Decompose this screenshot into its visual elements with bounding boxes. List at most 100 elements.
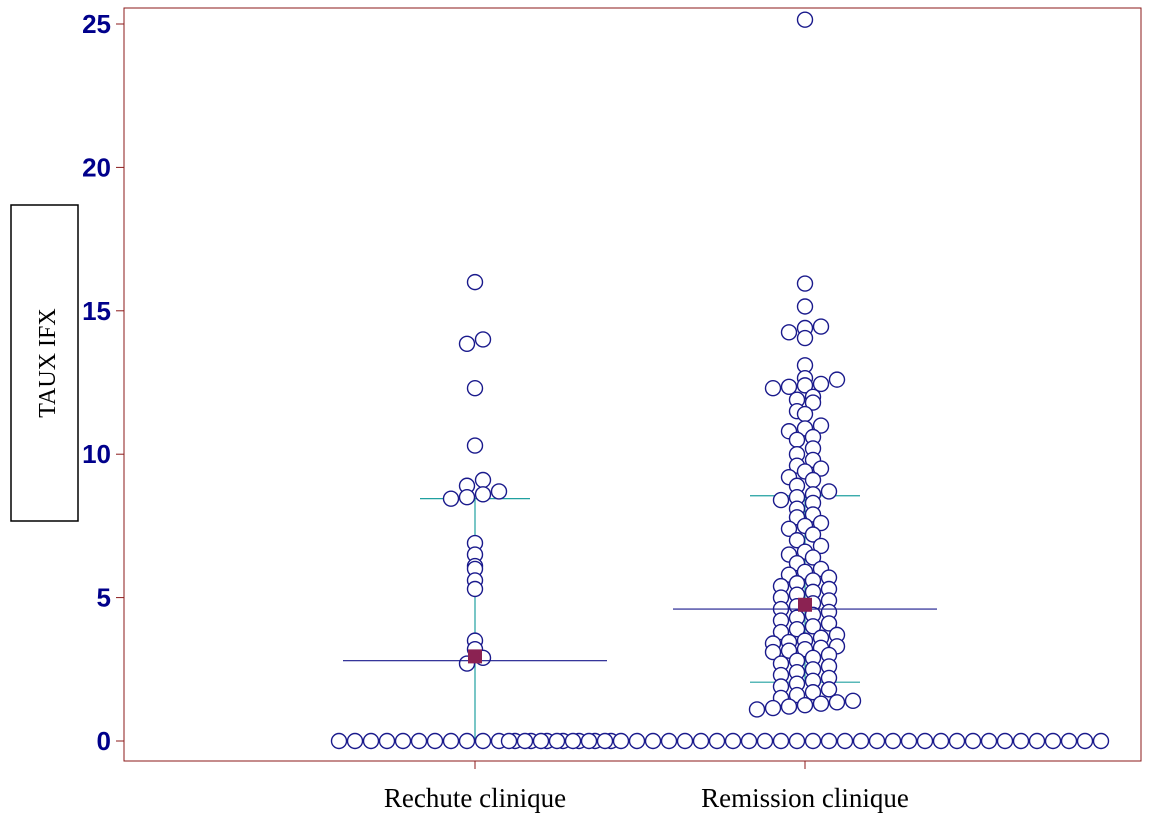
data-point bbox=[868, 732, 886, 750]
data-point bbox=[804, 684, 822, 701]
data-point bbox=[996, 732, 1014, 750]
data-point bbox=[812, 460, 830, 477]
data-point bbox=[346, 732, 364, 750]
data-point bbox=[660, 732, 678, 750]
y-axis-label-box: TAUX IFX bbox=[10, 204, 79, 522]
data-point bbox=[764, 699, 782, 717]
data-point bbox=[796, 377, 814, 394]
data-point bbox=[836, 732, 854, 750]
data-point bbox=[612, 732, 630, 750]
data-point bbox=[932, 732, 950, 750]
data-point bbox=[490, 483, 508, 500]
data-point bbox=[1060, 732, 1078, 750]
data-point bbox=[1076, 732, 1094, 750]
data-point bbox=[828, 371, 846, 388]
data-point bbox=[596, 732, 614, 750]
data-point bbox=[362, 732, 380, 750]
data-point bbox=[458, 489, 476, 506]
data-point bbox=[772, 732, 790, 750]
data-point bbox=[820, 732, 838, 750]
data-point bbox=[458, 335, 476, 352]
data-point bbox=[796, 329, 814, 347]
data-point bbox=[748, 701, 766, 718]
data-point bbox=[804, 526, 822, 543]
data-point bbox=[676, 732, 694, 750]
data-point bbox=[644, 732, 662, 750]
data-point bbox=[788, 532, 806, 549]
data-point bbox=[780, 520, 798, 537]
data-point bbox=[804, 471, 822, 489]
data-point bbox=[780, 698, 798, 715]
data-point bbox=[410, 732, 428, 750]
data-point bbox=[772, 491, 790, 509]
data-point bbox=[796, 696, 814, 714]
mean-marker bbox=[798, 597, 812, 612]
data-point bbox=[916, 732, 934, 750]
data-point bbox=[516, 732, 534, 750]
data-point bbox=[812, 318, 830, 335]
y-tick-label: 25 bbox=[82, 9, 111, 39]
data-point bbox=[884, 732, 902, 750]
data-point bbox=[788, 732, 806, 750]
data-point bbox=[820, 681, 838, 698]
data-point bbox=[708, 732, 726, 750]
series-layer bbox=[330, 11, 1110, 750]
y-tick-label: 15 bbox=[82, 296, 111, 326]
data-point bbox=[1012, 732, 1030, 750]
data-point bbox=[812, 695, 830, 712]
data-point bbox=[378, 732, 396, 750]
data-point bbox=[796, 298, 814, 315]
data-point bbox=[564, 732, 582, 750]
y-tick-label: 0 bbox=[97, 726, 111, 756]
data-point bbox=[828, 694, 846, 711]
data-point bbox=[724, 732, 742, 750]
data-point bbox=[740, 732, 758, 750]
y-tick-label: 5 bbox=[97, 583, 111, 613]
y-axis: 0 5 10 15 20 25 bbox=[82, 9, 124, 756]
data-point bbox=[820, 483, 838, 500]
data-point bbox=[900, 732, 918, 750]
y-tick-label: 10 bbox=[82, 439, 111, 469]
data-point bbox=[852, 732, 870, 750]
data-point bbox=[466, 380, 484, 397]
data-point bbox=[1028, 732, 1046, 750]
y-tick-label: 20 bbox=[82, 152, 111, 182]
data-point bbox=[458, 732, 476, 750]
data-point bbox=[788, 620, 806, 638]
data-point bbox=[532, 732, 550, 750]
data-point bbox=[548, 732, 566, 750]
data-point bbox=[628, 732, 646, 750]
data-point bbox=[796, 11, 814, 28]
data-point bbox=[1044, 732, 1062, 750]
data-point bbox=[812, 537, 830, 555]
data-point bbox=[442, 732, 460, 750]
data-point bbox=[796, 405, 814, 423]
y-axis-label: TAUX IFX bbox=[35, 308, 61, 417]
data-point bbox=[466, 437, 484, 454]
data-point bbox=[948, 732, 966, 750]
data-point bbox=[474, 331, 492, 348]
y-axis-label-frame bbox=[10, 204, 79, 522]
data-point bbox=[812, 514, 830, 532]
data-point bbox=[580, 732, 598, 750]
data-point bbox=[804, 394, 822, 411]
data-point bbox=[1092, 732, 1110, 750]
plot-frame bbox=[123, 7, 1142, 762]
data-point bbox=[692, 732, 710, 750]
data-point bbox=[330, 732, 348, 750]
data-point bbox=[500, 732, 518, 750]
data-point bbox=[394, 732, 412, 750]
data-point bbox=[474, 486, 492, 503]
data-point bbox=[844, 692, 862, 710]
mean-marker bbox=[468, 649, 482, 664]
data-point bbox=[756, 732, 774, 750]
data-point bbox=[442, 490, 460, 507]
data-point bbox=[820, 615, 838, 632]
x-category-label: Remission clinique bbox=[701, 783, 909, 813]
data-point bbox=[980, 732, 998, 750]
data-point bbox=[780, 378, 798, 396]
data-point bbox=[764, 380, 782, 397]
data-point bbox=[804, 732, 822, 750]
data-point bbox=[796, 275, 814, 292]
